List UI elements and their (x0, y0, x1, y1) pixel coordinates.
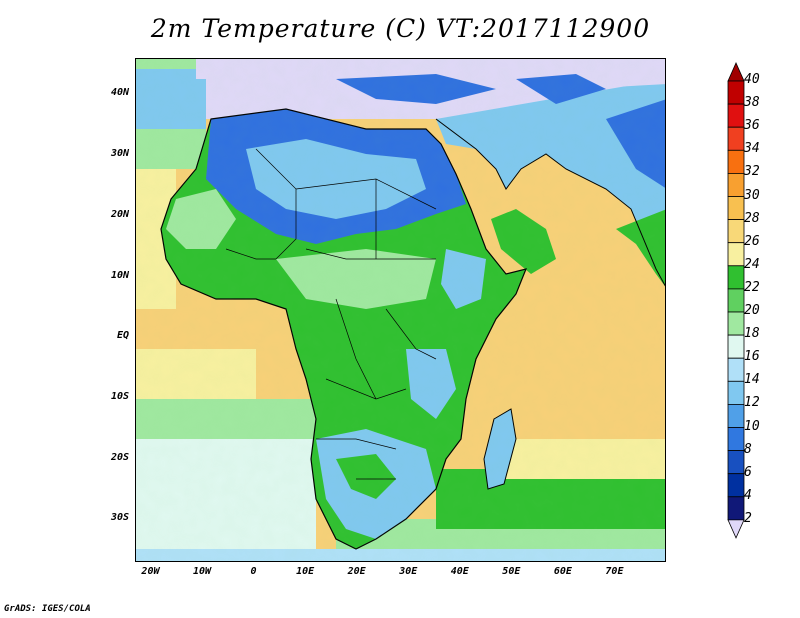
lon-label-10w: 10W (192, 566, 212, 577)
lat-label-20n: 20N (110, 208, 129, 220)
colorbar-swatch (727, 242, 745, 267)
lat-label-30s: 30S (110, 512, 129, 524)
colorbar-label: 4 (744, 487, 752, 503)
colorbar-swatch (727, 149, 745, 174)
colorbar-swatch (727, 473, 745, 498)
colorbar-swatch (727, 380, 745, 405)
lon-label-20e: 20E (347, 566, 366, 577)
colorbar-label: 32 (744, 164, 760, 180)
lat-label-20s: 20S (110, 451, 129, 463)
colorbar-swatch (727, 196, 745, 221)
colorbar-label: 26 (744, 233, 760, 249)
lon-label-50e: 50E (502, 566, 521, 577)
map-title: 2m Temperature (C) VT:2017112900 (150, 14, 651, 43)
lat-label-eq: EQ (116, 330, 129, 342)
lon-label-70e: 70E (605, 566, 624, 577)
lat-label-30n: 30N (110, 148, 129, 160)
colorbar-swatch (727, 311, 745, 336)
colorbar-label: 2 (744, 510, 752, 526)
colorbar-swatch (727, 173, 745, 197)
temperature-map (136, 59, 665, 561)
colorbar-bottom-triangle (727, 519, 745, 539)
colorbar-swatch (727, 403, 745, 428)
colorbar-swatch (727, 219, 745, 244)
colorbar-swatch (727, 126, 745, 151)
colorbar-label: 18 (744, 326, 760, 342)
colorbar-swatch (727, 103, 745, 128)
colorbar-label: 22 (744, 279, 760, 295)
colorbar-swatch (727, 265, 745, 290)
colorbar-label: 8 (744, 441, 752, 457)
colorbar-swatch (727, 496, 745, 521)
colorbar-swatch (727, 427, 745, 452)
colorbar-label: 16 (744, 349, 760, 365)
colorbar-swatch (727, 288, 745, 313)
colorbar-label: 34 (744, 141, 760, 157)
lon-label-40e: 40E (450, 566, 469, 577)
lon-label-10e: 10E (296, 566, 315, 577)
lat-label-10s: 10S (110, 391, 129, 403)
lat-label-40n: 40N (110, 87, 129, 99)
colorbar-swatch (727, 334, 745, 359)
colorbar-swatch (727, 357, 745, 382)
map-texture (136, 59, 665, 561)
lon-label-60e: 60E (553, 566, 572, 577)
lon-label-0: 0 (250, 566, 257, 577)
colorbar-label: 20 (744, 303, 760, 318)
colorbar-label: 28 (744, 210, 760, 226)
colorbar-label: 38 (744, 95, 760, 111)
colorbar-label: 40 (744, 72, 760, 87)
colorbar-label: 14 (744, 372, 760, 388)
colorbar-label: 30 (744, 187, 760, 203)
colorbar (727, 62, 745, 539)
grads-credit: GrADS: IGES/COLA (4, 604, 91, 614)
map-frame (135, 58, 666, 562)
lat-label-10n: 10N (110, 269, 129, 281)
colorbar-swatch (727, 80, 745, 105)
lon-label-20w: 20W (141, 566, 160, 577)
colorbar-label: 36 (744, 118, 760, 134)
colorbar-label: 10 (744, 418, 760, 434)
colorbar-label: 6 (744, 464, 752, 480)
lon-label-30e: 30E (399, 566, 418, 577)
colorbar-swatch (727, 450, 745, 475)
colorbar-label: 12 (744, 395, 760, 411)
colorbar-top-triangle (727, 62, 745, 82)
colorbar-label: 24 (744, 256, 760, 272)
